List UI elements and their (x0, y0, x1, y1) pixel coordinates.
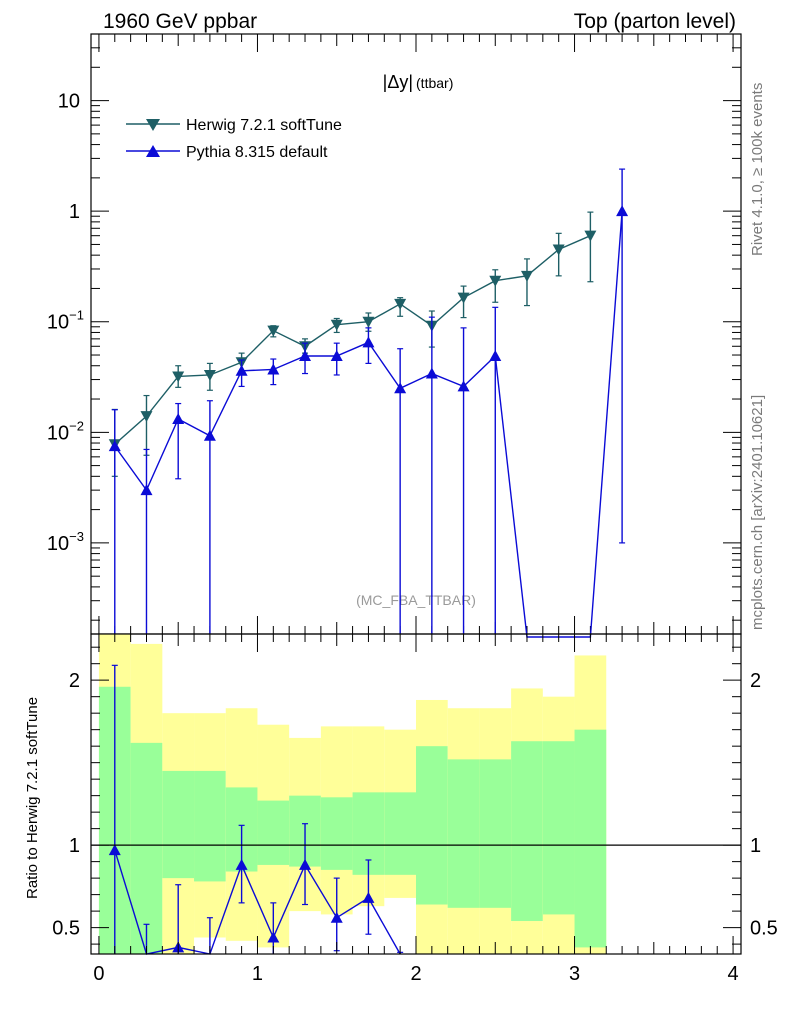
data-point (330, 349, 343, 361)
data-point (362, 336, 375, 348)
band-inner-bin (384, 792, 416, 875)
data-point (394, 298, 407, 310)
band-inner-bin (479, 759, 512, 908)
watermark-label: (MC_FBA_TTBAR) (356, 592, 476, 608)
main-y-tick-exponent: −1 (69, 308, 84, 323)
data-point (425, 367, 438, 379)
data-point (140, 411, 153, 423)
legend-herwig-label: Herwig 7.2.1 softTune (186, 117, 342, 134)
main-y-tick-exponent: −3 (69, 529, 84, 544)
ratio-y-tick-label-right: 2 (750, 670, 761, 692)
main-y-tick-exponent: −2 (69, 418, 84, 433)
data-point (362, 316, 375, 328)
x-tick-label: 4 (728, 963, 739, 985)
plot-title: |Δy| (ttbar) (383, 72, 454, 92)
ratio-y-tick-label-right: 1 (750, 835, 761, 857)
x-tick-label: 1 (252, 963, 263, 985)
band-inner-bin (574, 729, 607, 948)
band-inner-bin (511, 741, 543, 922)
main-y-tick-label: 10 (58, 91, 80, 113)
data-point (203, 369, 216, 381)
ratio-y-tick-label-left: 0.5 (52, 918, 80, 940)
band-inner-bin (542, 741, 575, 915)
data-point (267, 363, 280, 375)
data-point (235, 364, 248, 376)
band-inner-bin (320, 797, 353, 870)
header-left-title: 1960 GeV ppbar (103, 10, 257, 33)
mcplots-label: mcplots.cern.ch [arXiv:2401.10621] (749, 395, 766, 630)
ratio-data-point (235, 858, 248, 870)
data-point (394, 382, 407, 394)
data-point (457, 380, 470, 392)
data-point (330, 319, 343, 331)
legend: Herwig 7.2.1 softTune Pythia 8.315 defau… (126, 117, 342, 161)
plot-title-main: |Δy| (383, 72, 413, 92)
band-inner-bin (194, 770, 226, 882)
ratio-y-tick-label-right: 0.5 (750, 918, 778, 940)
main-series-line-0 (114, 235, 591, 445)
ratio-data-point (330, 911, 343, 923)
data-point (267, 325, 280, 337)
data-point (172, 412, 185, 424)
band-inner-bin (162, 770, 195, 879)
legend-pythia-marker (146, 145, 160, 157)
x-tick-label: 0 (93, 963, 104, 985)
legend-herwig-marker (146, 119, 160, 131)
band-inner-bin (257, 800, 290, 865)
ratio-bands (98, 634, 607, 954)
data-point (457, 292, 470, 304)
main-y-tick-label: 1 (69, 201, 80, 223)
data-point (489, 349, 502, 361)
data-point (584, 230, 597, 242)
main-y-tick-label: 10−3 (47, 529, 84, 555)
ratio-y-axis-label: Ratio to Herwig 7.2.1 softTune (24, 697, 41, 899)
main-y-tick-label: 10−2 (47, 418, 84, 444)
band-inner-bin (416, 746, 448, 905)
ratio-frame (90, 633, 742, 955)
plot-title-sub: (ttbar) (416, 75, 453, 91)
main-y-tick-label: 10−1 (47, 308, 84, 334)
legend-pythia-label: Pythia 8.315 default (186, 144, 328, 161)
data-point (489, 275, 502, 287)
data-point (108, 440, 121, 452)
ratio-data-point (267, 931, 280, 943)
data-point (203, 429, 216, 441)
main-panel: |Δy| (ttbar) (MC_FBA_TTBAR) Herwig 7.2.1 … (47, 33, 742, 638)
ratio-data-point (362, 891, 375, 903)
ratio-data-point (299, 858, 312, 870)
ratio-y-tick-label-left: 2 (69, 670, 80, 692)
main-series-line-1 (114, 211, 623, 638)
data-point (616, 205, 629, 217)
header-right-title: Top (parton level) (574, 10, 736, 33)
data-point (299, 349, 312, 361)
data-point (140, 484, 153, 496)
data-point (172, 371, 185, 383)
band-inner-bin (130, 742, 163, 954)
main-series-layer (108, 168, 629, 638)
rivet-version-label: Rivet 4.1.0, ≥ 100k events (749, 83, 766, 256)
ratio-y-tick-label-left: 1 (69, 835, 80, 857)
x-tick-label: 2 (410, 963, 421, 985)
x-tick-label: 3 (569, 963, 580, 985)
data-point (552, 244, 565, 256)
ratio-data-point (108, 844, 121, 856)
data-point (520, 270, 533, 282)
ratio-panel: 0.5 0.5 1 1 2 2 0 1 2 3 4 Ratio to Herwig 7.2.1 so… (24, 633, 778, 985)
ratio-axis-ticks: 0.5 0.5 1 1 2 2 0 1 2 3 4 (52, 634, 778, 985)
band-inner-bin (447, 759, 480, 908)
main-axis-ticks: 10 1 10−1 10−2 10−3 (47, 33, 741, 634)
